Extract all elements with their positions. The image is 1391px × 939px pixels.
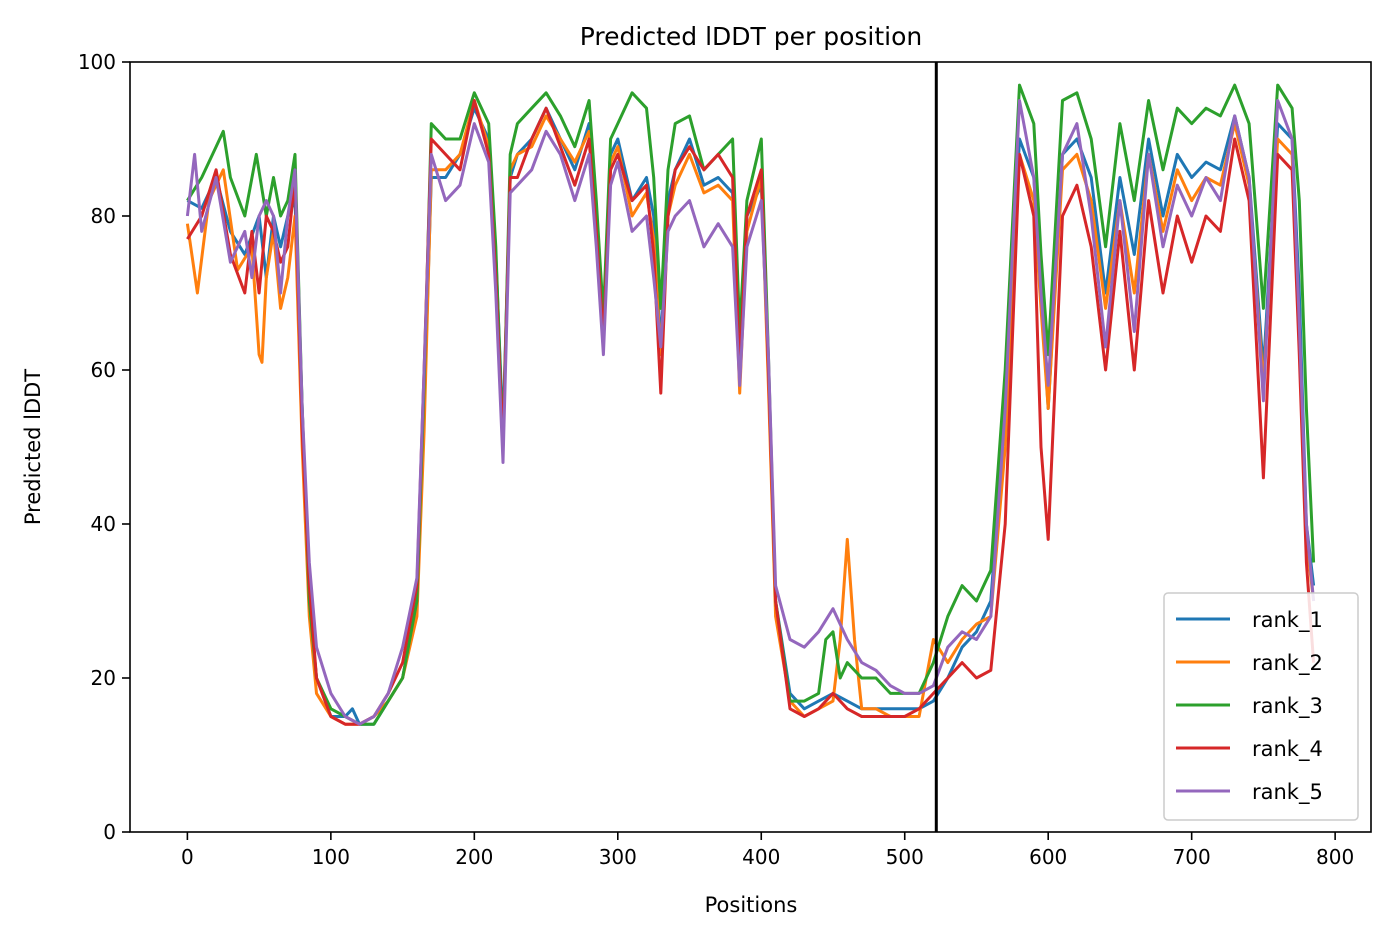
legend-label-rank_5: rank_5 [1252, 780, 1323, 805]
x-tick-label: 100 [312, 845, 350, 869]
x-tick-label: 200 [455, 845, 493, 869]
y-tick-label: 20 [91, 666, 116, 690]
y-tick-label: 80 [91, 204, 116, 228]
x-tick-label: 0 [181, 845, 194, 869]
y-tick-label: 100 [78, 50, 116, 74]
series-line-rank_5 [185, 99, 1316, 726]
legend-label-rank_4: rank_4 [1252, 737, 1323, 762]
legend-label-rank_2: rank_2 [1252, 651, 1323, 676]
y-axis-title: Predicted lDDT [21, 369, 45, 525]
y-tick-label: 40 [91, 512, 116, 536]
x-axis-title: Positions [705, 893, 798, 917]
legend-label-rank_1: rank_1 [1252, 608, 1323, 633]
y-tick-label: 60 [91, 358, 116, 382]
x-tick-label: 300 [599, 845, 637, 869]
plot-area: 0 100 200 300 400 500 600 700 800 0 20 40 60 80 100 [78, 50, 1372, 869]
x-tick-label: 600 [1029, 845, 1067, 869]
chart-title: Predicted lDDT per position [580, 22, 922, 51]
x-tick-label: 700 [1173, 845, 1211, 869]
y-tick-label: 0 [103, 820, 116, 844]
x-tick-label: 800 [1316, 845, 1354, 869]
legend: rank_1 rank_2 rank_3 rank_4 rank_5 [1163, 592, 1359, 821]
plot-frame [129, 61, 1372, 833]
x-tick-label: 500 [886, 845, 924, 869]
legend-box [1163, 592, 1359, 821]
series-line-rank_1 [186, 106, 1316, 726]
series-line-rank_4 [186, 99, 1316, 726]
x-tick-label: 400 [742, 845, 780, 869]
legend-label-rank_3: rank_3 [1252, 694, 1323, 719]
